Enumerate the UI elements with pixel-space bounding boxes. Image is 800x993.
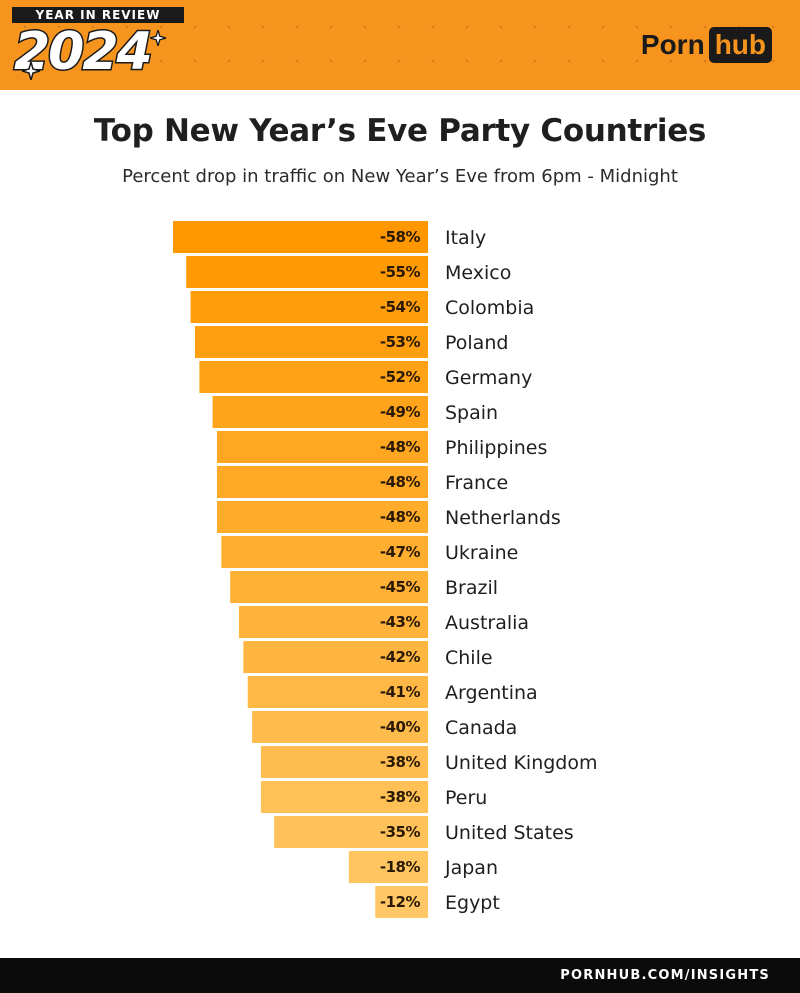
bar-value-label: -48% bbox=[380, 473, 421, 491]
bar-value-label: -40% bbox=[380, 718, 421, 736]
category-label: Philippines bbox=[445, 437, 547, 459]
bar-value-label: -35% bbox=[380, 823, 421, 841]
bar bbox=[190, 291, 428, 323]
bar-value-label: -48% bbox=[380, 508, 421, 526]
category-label: Poland bbox=[445, 332, 508, 354]
logo-text-left: Porn bbox=[640, 29, 705, 60]
bar-value-label: -48% bbox=[380, 438, 421, 456]
bar bbox=[252, 711, 428, 743]
header-band: YEAR IN REVIEW 2024 Porn hub bbox=[0, 0, 800, 90]
bar bbox=[230, 571, 428, 603]
category-label: Japan bbox=[444, 857, 498, 879]
bar bbox=[260, 781, 428, 813]
category-label: Brazil bbox=[445, 577, 498, 599]
footer-band: PORNHUB.COM/INSIGHTS bbox=[0, 958, 800, 993]
bar bbox=[348, 851, 428, 883]
category-label: Argentina bbox=[445, 682, 538, 704]
bar-value-label: -45% bbox=[380, 578, 421, 596]
bar bbox=[194, 326, 428, 358]
category-label: Egypt bbox=[445, 892, 500, 914]
bar bbox=[186, 256, 428, 288]
bar-value-label: -41% bbox=[380, 683, 421, 701]
sparkle-icon bbox=[22, 62, 40, 80]
bar bbox=[243, 641, 428, 673]
category-label: France bbox=[445, 472, 508, 494]
bar bbox=[173, 221, 428, 253]
bar bbox=[260, 746, 428, 778]
bar bbox=[238, 606, 428, 638]
bar bbox=[274, 816, 428, 848]
category-label: Peru bbox=[445, 787, 487, 809]
bar bbox=[221, 536, 428, 568]
bar bbox=[212, 396, 428, 428]
bar-value-label: -53% bbox=[380, 333, 421, 351]
bar-value-label: -52% bbox=[380, 368, 421, 386]
category-label: Netherlands bbox=[445, 507, 561, 529]
bar bbox=[216, 431, 428, 463]
bar-value-label: -58% bbox=[380, 228, 421, 246]
year-in-review-tag: YEAR IN REVIEW bbox=[12, 7, 184, 23]
category-label: United Kingdom bbox=[445, 752, 598, 774]
category-label: Italy bbox=[445, 227, 486, 249]
bar bbox=[199, 361, 428, 393]
footer-link-text: PORNHUB.COM/INSIGHTS bbox=[560, 968, 770, 983]
bar bbox=[216, 466, 428, 498]
bar-value-label: -55% bbox=[380, 263, 421, 281]
bar-value-label: -54% bbox=[380, 298, 421, 316]
category-label: Spain bbox=[445, 402, 498, 424]
category-label: Germany bbox=[445, 367, 532, 389]
bar-value-label: -47% bbox=[380, 543, 421, 561]
brand-logo: Porn hub bbox=[641, 27, 772, 63]
bar-value-label: -12% bbox=[380, 893, 421, 911]
category-label: Mexico bbox=[445, 262, 511, 284]
year-text: 2024 bbox=[13, 21, 155, 84]
year-in-review-year: 2024 bbox=[10, 21, 188, 84]
bar-value-label: -18% bbox=[380, 858, 421, 876]
category-label: Canada bbox=[445, 717, 517, 739]
bar-value-label: -49% bbox=[380, 403, 421, 421]
chart-title: Top New Year’s Eve Party Countries bbox=[93, 113, 707, 149]
sparkle-icon bbox=[150, 30, 166, 46]
bar-value-label: -43% bbox=[380, 613, 421, 631]
bar bbox=[216, 501, 428, 533]
bar bbox=[247, 676, 428, 708]
category-label: Australia bbox=[445, 612, 529, 634]
chart-subtitle: Percent drop in traffic on New Year’s Ev… bbox=[122, 166, 678, 187]
bar bbox=[375, 886, 428, 918]
category-label: Colombia bbox=[445, 297, 534, 319]
logo-text-right: hub bbox=[708, 27, 772, 63]
bar-value-label: -38% bbox=[380, 788, 421, 806]
category-label: Chile bbox=[445, 647, 493, 669]
category-label: United States bbox=[445, 822, 574, 844]
category-label: Ukraine bbox=[445, 542, 518, 564]
bar-value-label: -42% bbox=[380, 648, 421, 666]
bar-value-label: -38% bbox=[380, 753, 421, 771]
